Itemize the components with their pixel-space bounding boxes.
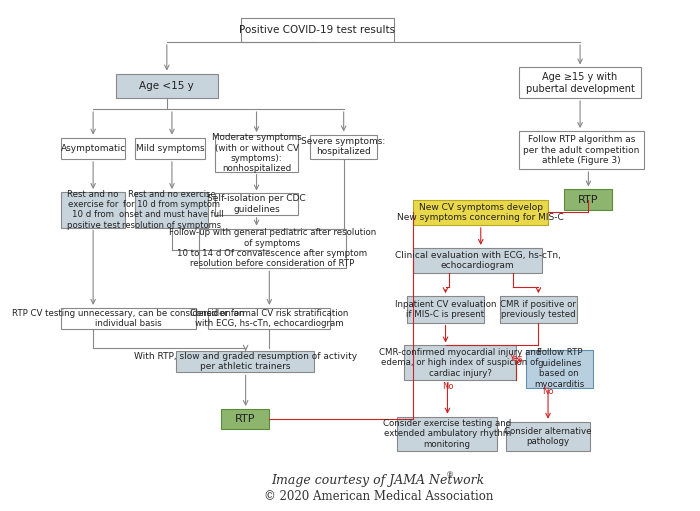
Text: Follow RTP algorithm as
per the adult competition
athlete (Figure 3): Follow RTP algorithm as per the adult co…	[524, 135, 640, 165]
FancyBboxPatch shape	[414, 248, 542, 273]
FancyBboxPatch shape	[221, 409, 270, 429]
FancyBboxPatch shape	[506, 422, 589, 451]
Text: With RTP, slow and graded resumption of activity
per athletic trainers: With RTP, slow and graded resumption of …	[134, 352, 357, 371]
Text: New CV symptoms develop
New symptoms concerning for MIS-C: New CV symptoms develop New symptoms con…	[398, 202, 564, 222]
Text: Inpatient CV evaluation
if MIS-C is present: Inpatient CV evaluation if MIS-C is pres…	[395, 299, 496, 319]
Text: ®: ®	[446, 471, 454, 479]
Text: RTP: RTP	[235, 414, 256, 424]
Text: RTP CV testing unnecessary, can be considered on an
individual basis: RTP CV testing unnecessary, can be consi…	[12, 309, 244, 328]
Text: CMR if positive or
previously tested: CMR if positive or previously tested	[500, 299, 576, 319]
Text: Severe symptoms:
hospitalized: Severe symptoms: hospitalized	[301, 137, 386, 156]
FancyBboxPatch shape	[407, 296, 484, 322]
Text: Follow RTP
guidelines
based on
myocarditis: Follow RTP guidelines based on myocardit…	[534, 349, 584, 389]
Text: Clinical evaluation with ECG, hs-cTn,
echocardiogram: Clinical evaluation with ECG, hs-cTn, ec…	[395, 251, 561, 270]
Text: Follow-up with general pediatric after resolution
of symptoms
10 to 14 d Of conv: Follow-up with general pediatric after r…	[169, 228, 376, 268]
FancyBboxPatch shape	[398, 416, 497, 451]
Text: Rest and no exercise
for 10 d from symptom
onset and must have full
resolution o: Rest and no exercise for 10 d from sympt…	[119, 190, 224, 230]
FancyBboxPatch shape	[500, 296, 577, 322]
Text: Consider formal CV risk stratification
with ECG, hs-cTn, echocardiogram: Consider formal CV risk stratification w…	[190, 309, 349, 328]
Text: Positive COVID-19 test results: Positive COVID-19 test results	[239, 25, 395, 35]
Text: Moderate symptoms
(with or without CV
symptoms):
nonhospitalized: Moderate symptoms (with or without CV sy…	[211, 133, 302, 173]
Text: © 2020 American Medical Association: © 2020 American Medical Association	[264, 491, 493, 503]
Text: Rest and no
exercise for
10 d from
positive test: Rest and no exercise for 10 d from posit…	[66, 190, 120, 230]
Text: Asymptomatic: Asymptomatic	[60, 144, 126, 153]
Text: Age ≥15 y with
pubertal development: Age ≥15 y with pubertal development	[526, 72, 634, 94]
Text: Consider exercise testing and
extended ambulatory rhythm
monitoring: Consider exercise testing and extended a…	[383, 419, 511, 449]
Text: Self-isolation per CDC
guidelines: Self-isolation per CDC guidelines	[207, 195, 306, 214]
Text: Age <15 y: Age <15 y	[139, 81, 194, 91]
Text: No: No	[542, 387, 554, 396]
FancyBboxPatch shape	[526, 350, 593, 388]
FancyBboxPatch shape	[564, 190, 612, 210]
Text: Consider alternative
pathology: Consider alternative pathology	[504, 427, 592, 446]
Text: CMR-confirmed myocardial injury and
edema, or high index of suspicion of
cardiac: CMR-confirmed myocardial injury and edem…	[379, 348, 541, 378]
Text: Image courtesy of JAMA Network: Image courtesy of JAMA Network	[272, 474, 485, 486]
Text: RTP: RTP	[578, 195, 598, 204]
FancyBboxPatch shape	[404, 345, 516, 380]
Text: No: No	[442, 382, 453, 390]
FancyBboxPatch shape	[176, 351, 314, 373]
Text: Mild symptoms: Mild symptoms	[136, 144, 204, 153]
FancyBboxPatch shape	[116, 74, 218, 98]
FancyBboxPatch shape	[414, 200, 548, 225]
FancyBboxPatch shape	[61, 192, 125, 227]
FancyBboxPatch shape	[135, 192, 209, 227]
Text: Yes: Yes	[510, 354, 523, 363]
